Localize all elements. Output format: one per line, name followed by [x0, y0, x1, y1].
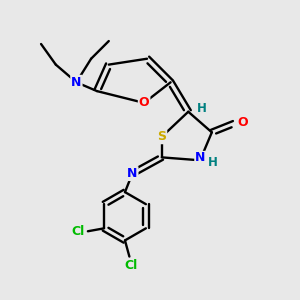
Text: Cl: Cl [124, 259, 137, 272]
Text: Cl: Cl [72, 225, 85, 238]
Text: O: O [237, 116, 248, 128]
Text: N: N [195, 152, 205, 164]
Text: N: N [127, 167, 137, 180]
Text: O: O [139, 96, 149, 110]
Text: H: H [208, 156, 218, 169]
Text: H: H [196, 102, 206, 115]
Text: N: N [71, 76, 82, 89]
Text: S: S [157, 130, 166, 143]
